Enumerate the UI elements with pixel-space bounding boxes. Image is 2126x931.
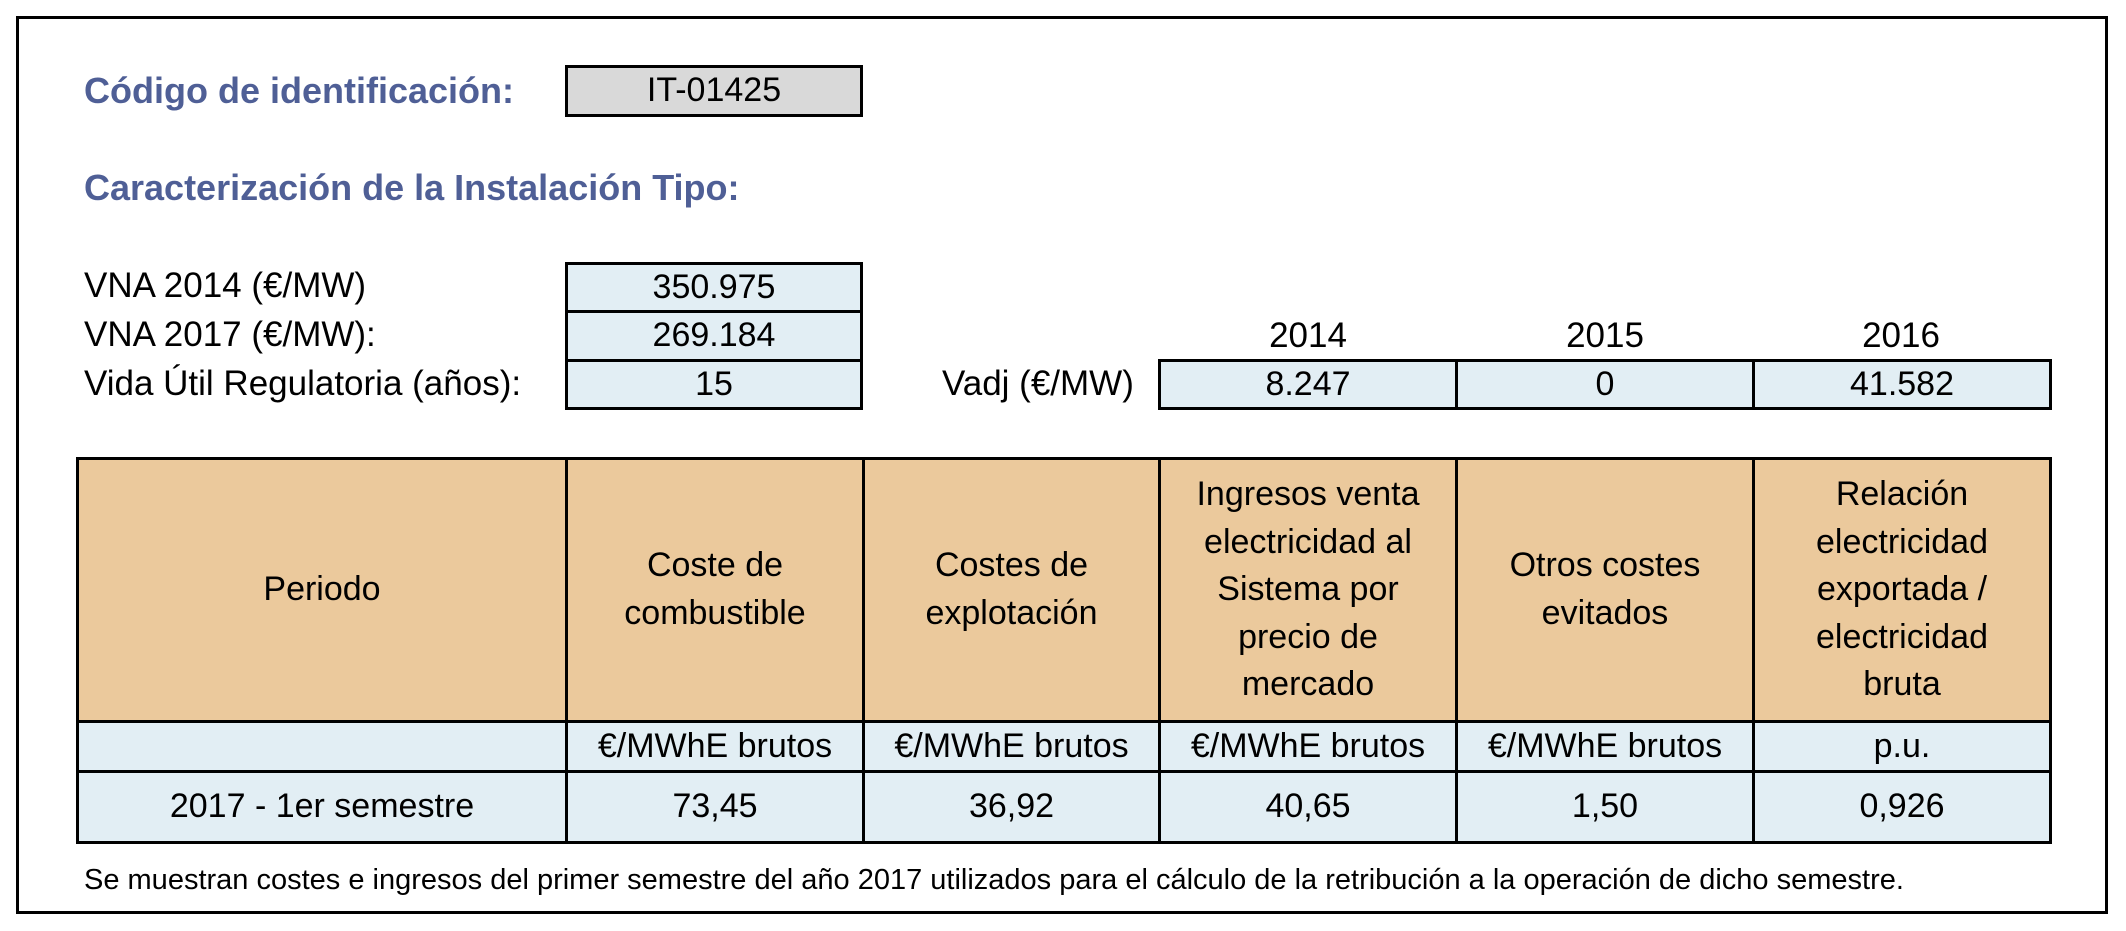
row-relacion: 0,926 (1752, 770, 2052, 844)
header-ingresos-venta: Ingresos venta electricidad al Sistema p… (1158, 457, 1458, 723)
codigo-label: Código de identificación: (84, 70, 514, 111)
row-otros-costes: 1,50 (1455, 770, 1755, 844)
vna2014-label: VNA 2014 (€/MW) (84, 266, 367, 305)
unit-relacion: p.u. (1752, 720, 2052, 773)
vadj-2015-value: 0 (1455, 359, 1755, 410)
unit-otros-costes: €/MWhE brutos (1455, 720, 1755, 773)
unit-costes-explotacion: €/MWhE brutos (862, 720, 1161, 773)
codigo-value: IT-01425 (565, 65, 863, 117)
header-coste-combustible: Coste de combustible (565, 457, 865, 723)
header-costes-explotacion: Costes de explotación (862, 457, 1161, 723)
vadj-2016-value: 41.582 (1752, 359, 2052, 410)
sheet-frame (16, 16, 2108, 914)
header-otros-costes: Otros costes evitados (1455, 457, 1755, 723)
row-costes-explotacion: 36,92 (862, 770, 1161, 844)
vadj-year-2016: 2016 (1862, 316, 1940, 355)
vadj-2014-value: 8.247 (1158, 359, 1458, 410)
vida-util-value: 15 (565, 359, 863, 410)
vida-util-label: Vida Útil Regulatoria (años): (84, 364, 522, 403)
vadj-year-2014: 2014 (1269, 316, 1347, 355)
vna2017-value: 269.184 (565, 310, 863, 362)
vadj-year-2015: 2015 (1566, 316, 1644, 355)
unit-ingresos-venta: €/MWhE brutos (1158, 720, 1458, 773)
vna2014-value: 350.975 (565, 262, 863, 313)
footnote: Se muestran costes e ingresos del primer… (84, 864, 1904, 896)
vna2017-label: VNA 2017 (€/MW): (84, 315, 376, 354)
row-periodo: 2017 - 1er semestre (76, 770, 568, 844)
header-relacion-electricidad: Relación electricidad exportada / electr… (1752, 457, 2052, 723)
unit-coste-combustible: €/MWhE brutos (565, 720, 865, 773)
header-periodo: Periodo (76, 457, 568, 723)
row-ingresos-venta: 40,65 (1158, 770, 1458, 844)
vadj-label: Vadj (€/MW) (942, 364, 1134, 403)
row-coste-combustible: 73,45 (565, 770, 865, 844)
unit-periodo (76, 720, 568, 773)
caracterizacion-title: Caracterización de la Instalación Tipo: (84, 167, 740, 208)
